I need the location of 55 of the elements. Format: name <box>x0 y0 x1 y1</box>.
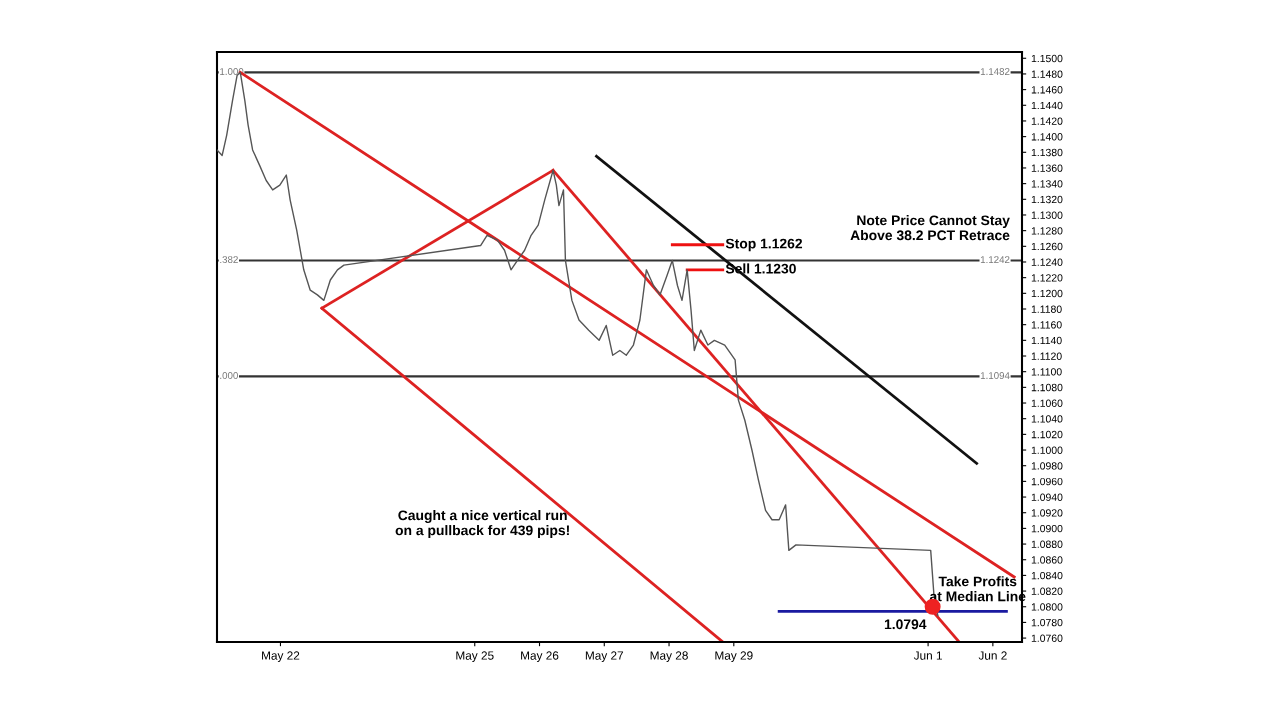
y-tick-label: 1.1140 <box>1031 336 1062 345</box>
ref-line-label: 1.1242 <box>980 256 1010 263</box>
annotation: 1.0794 <box>884 619 927 630</box>
y-tick-label: 1.1500 <box>1031 54 1063 63</box>
ref-line-label: 1.1094 <box>980 372 1010 379</box>
y-tick-label: 1.0860 <box>1031 556 1063 564</box>
y-tick-label: 1.0880 <box>1031 540 1063 548</box>
x-tick-label: Jun 2 <box>978 651 1007 660</box>
x-tick-label: May 25 <box>456 651 494 663</box>
y-tick-label: 1.1100 <box>1031 368 1062 376</box>
y-tick-label: 1.1300 <box>1031 211 1063 219</box>
y-tick-label: 1.1120 <box>1031 352 1062 360</box>
y-tick-label: 1.0920 <box>1031 509 1063 517</box>
y-tick-label: 1.0900 <box>1031 524 1063 533</box>
y-tick-label: 1.1420 <box>1031 117 1063 125</box>
y-tick-label: 1.1440 <box>1031 101 1063 110</box>
x-tick-label: May 22 <box>262 651 300 663</box>
y-tick-label: 1.1240 <box>1031 258 1063 266</box>
y-tick-label: 1.1340 <box>1031 180 1063 188</box>
y-tick-label: 1.1260 <box>1031 242 1063 251</box>
y-tick-label: 1.0780 <box>1031 618 1063 627</box>
x-tick-label: Jun 1 <box>913 651 942 660</box>
x-tick-label: May 28 <box>650 651 688 663</box>
x-tick-label: May 26 <box>521 651 559 663</box>
y-tick-label: 1.1380 <box>1031 148 1063 157</box>
y-tick-label: 1.1320 <box>1031 195 1063 204</box>
y-tick-label: 1.1060 <box>1031 399 1063 407</box>
y-tick-label: 1.1460 <box>1031 86 1063 94</box>
y-tick-label: 1.0940 <box>1031 493 1063 501</box>
y-tick-label: 1.1200 <box>1031 289 1063 298</box>
y-tick-label: 1.1040 <box>1031 415 1063 423</box>
annotation: Caught a nice vertical run on a pullback for 439 pips! <box>395 510 569 538</box>
y-tick-label: 1.1220 <box>1031 274 1063 282</box>
y-tick-label: 1.1280 <box>1031 227 1063 235</box>
y-tick-label: 1.0800 <box>1031 603 1063 611</box>
y-tick-label: 1.0840 <box>1031 571 1063 580</box>
ref-line-label: 1.1482 <box>980 68 1010 75</box>
y-tick-label: 1.1400 <box>1031 133 1063 141</box>
y-tick-label: 1.0960 <box>1031 477 1063 486</box>
annotation: Stop 1.1262 <box>725 238 803 252</box>
annotation: .000 <box>220 372 238 379</box>
y-tick-label: 1.1360 <box>1031 164 1063 172</box>
y-tick-label: 1.1020 <box>1031 430 1063 439</box>
y-tick-label: 1.1080 <box>1031 383 1063 392</box>
y-tick-label: 1.0760 <box>1031 634 1063 642</box>
y-tick-label: 1.1180 <box>1031 305 1062 313</box>
y-tick-label: 1.1480 <box>1031 70 1063 78</box>
y-tick-label: 1.1160 <box>1031 321 1062 329</box>
x-tick-label: May 27 <box>585 651 624 663</box>
x-tick-label: May 29 <box>715 651 753 663</box>
y-tick-label: 1.1000 <box>1031 446 1063 454</box>
annotation: .382 <box>220 256 238 264</box>
y-tick-label: 1.0820 <box>1031 587 1063 595</box>
annotation: Note Price Cannot Stay Above 38.2 PCT Retrace <box>850 215 1010 241</box>
y-tick-label: 1.0980 <box>1031 462 1063 470</box>
